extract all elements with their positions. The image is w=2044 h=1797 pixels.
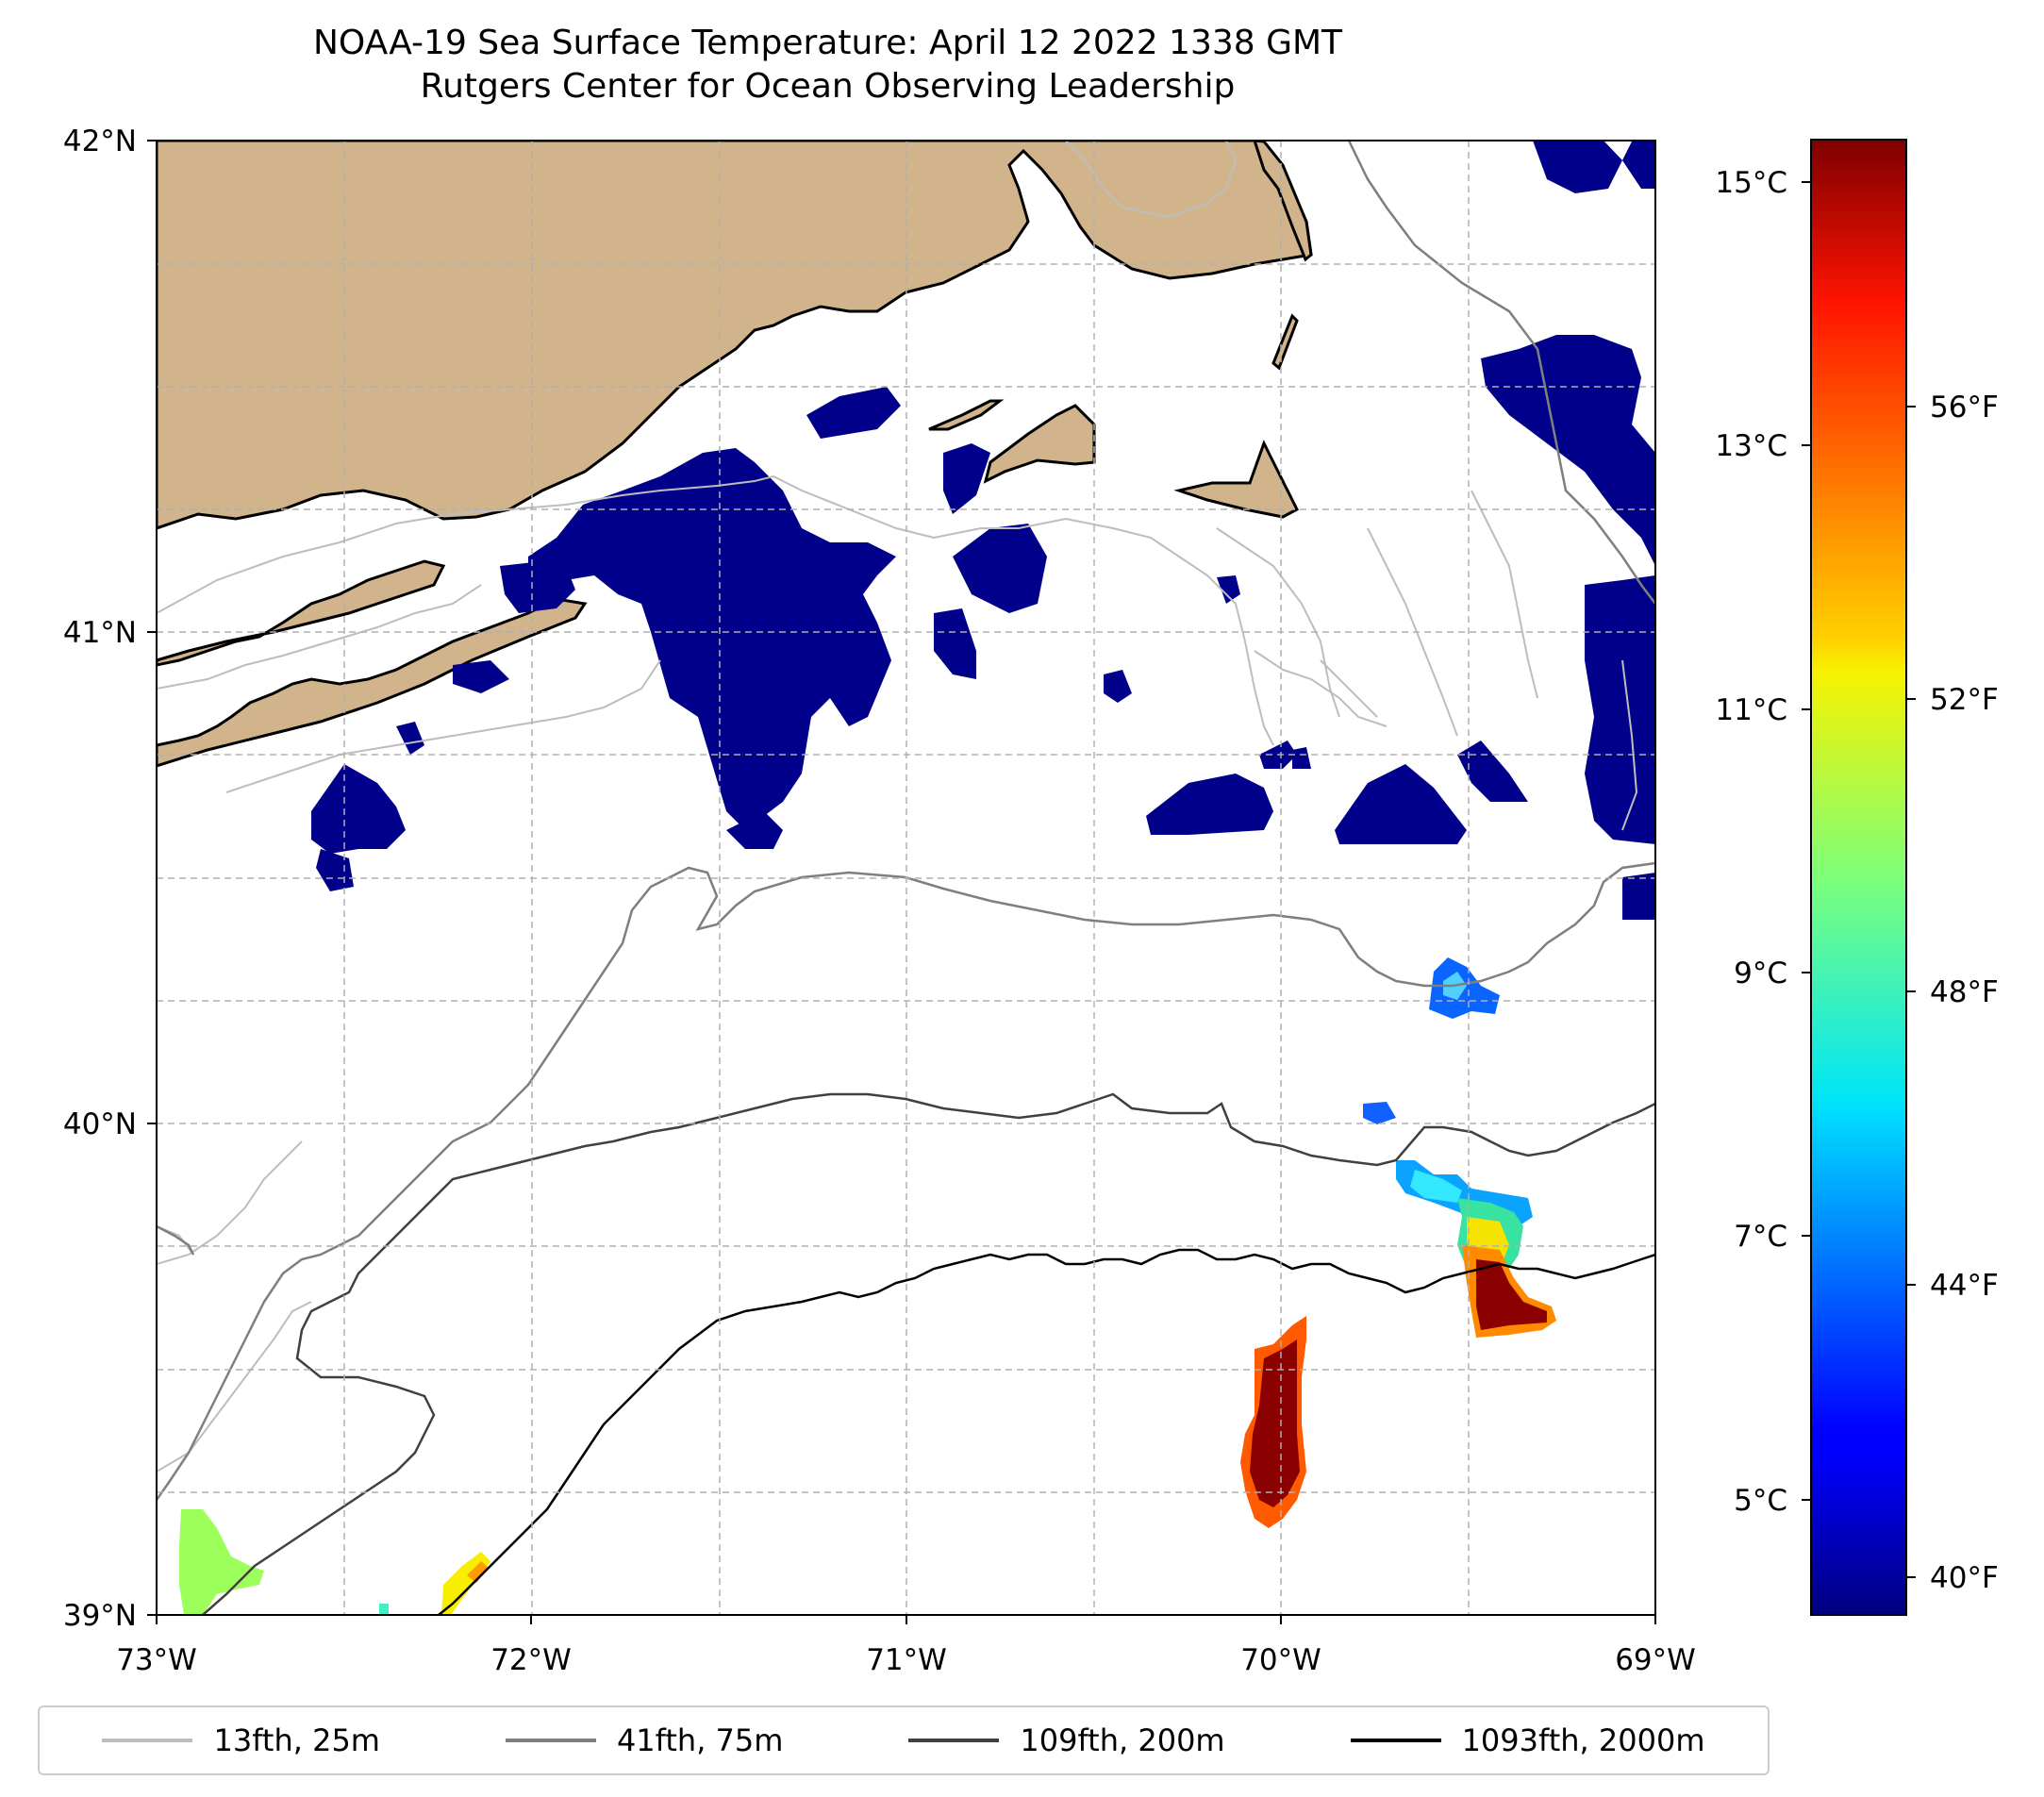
colorbar-fahrenheit-ticks (1906, 406, 1916, 1578)
colorbar-celsius-ticks (1802, 181, 1811, 1501)
legend-item-200m: 109fth, 200m (908, 1722, 1225, 1758)
isobath-2000m (438, 1248, 1655, 1615)
x-tick-label: 72°W (490, 1643, 572, 1677)
map-title: NOAA-19 Sea Surface Temperature: April 1… (312, 24, 1343, 62)
isobath-legend: 13fth, 25m 41fth, 75m 109fth, 200m 1093f… (38, 1705, 1770, 1775)
colorbar-celsius-label: 9°C (1734, 957, 1787, 990)
x-tick-label: 73°W (116, 1643, 197, 1677)
map-subtitle: Rutgers Center for Ocean Observing Leade… (420, 67, 1236, 106)
colorbar-celsius-label: 5°C (1734, 1484, 1787, 1518)
sst-cold-regions (311, 141, 1655, 920)
x-tick-label: 70°W (1240, 1643, 1321, 1677)
legend-line (908, 1739, 1000, 1742)
gridlines (157, 141, 1655, 1615)
y-tick-label: 40°N (63, 1107, 137, 1141)
colorbar (1810, 139, 1907, 1616)
colorbar-celsius-label: 7°C (1734, 1220, 1787, 1254)
isobath-200m (202, 1092, 1655, 1615)
colorbar-celsius-label: 13°C (1715, 429, 1787, 463)
land (157, 141, 1313, 768)
legend-line (102, 1739, 193, 1742)
legend-label: 1093fth, 2000m (1461, 1722, 1705, 1758)
axis-ticks (147, 140, 1656, 1624)
x-tick-label: 71°W (866, 1643, 947, 1677)
legend-line (1350, 1739, 1441, 1742)
colorbar-fahrenheit-label: 40°F (1930, 1561, 1999, 1595)
legend-item-75m: 41fth, 75m (505, 1722, 784, 1758)
y-tick-label: 41°N (63, 616, 137, 650)
colorbar-fahrenheit-label: 44°F (1930, 1269, 1999, 1303)
legend-item-2000m: 1093fth, 2000m (1350, 1722, 1705, 1758)
colorbar-fahrenheit-label: 56°F (1930, 391, 1999, 424)
colorbar-fahrenheit-label: 52°F (1930, 683, 1999, 717)
legend-line (505, 1739, 596, 1742)
isobath-75m (157, 141, 1655, 1501)
legend-label: 13fth, 25m (213, 1722, 380, 1758)
y-tick-label: 39°N (63, 1599, 137, 1633)
colorbar-fahrenheit-label: 48°F (1930, 975, 1999, 1009)
legend-label: 109fth, 200m (1020, 1722, 1225, 1758)
colorbar-celsius-label: 11°C (1715, 693, 1787, 727)
colorbar-celsius-label: 15°C (1715, 166, 1787, 200)
y-tick-label: 42°N (63, 125, 137, 158)
legend-label: 41fth, 75m (616, 1722, 784, 1758)
x-tick-label: 69°W (1615, 1643, 1696, 1677)
legend-item-25m: 13fth, 25m (102, 1722, 380, 1758)
